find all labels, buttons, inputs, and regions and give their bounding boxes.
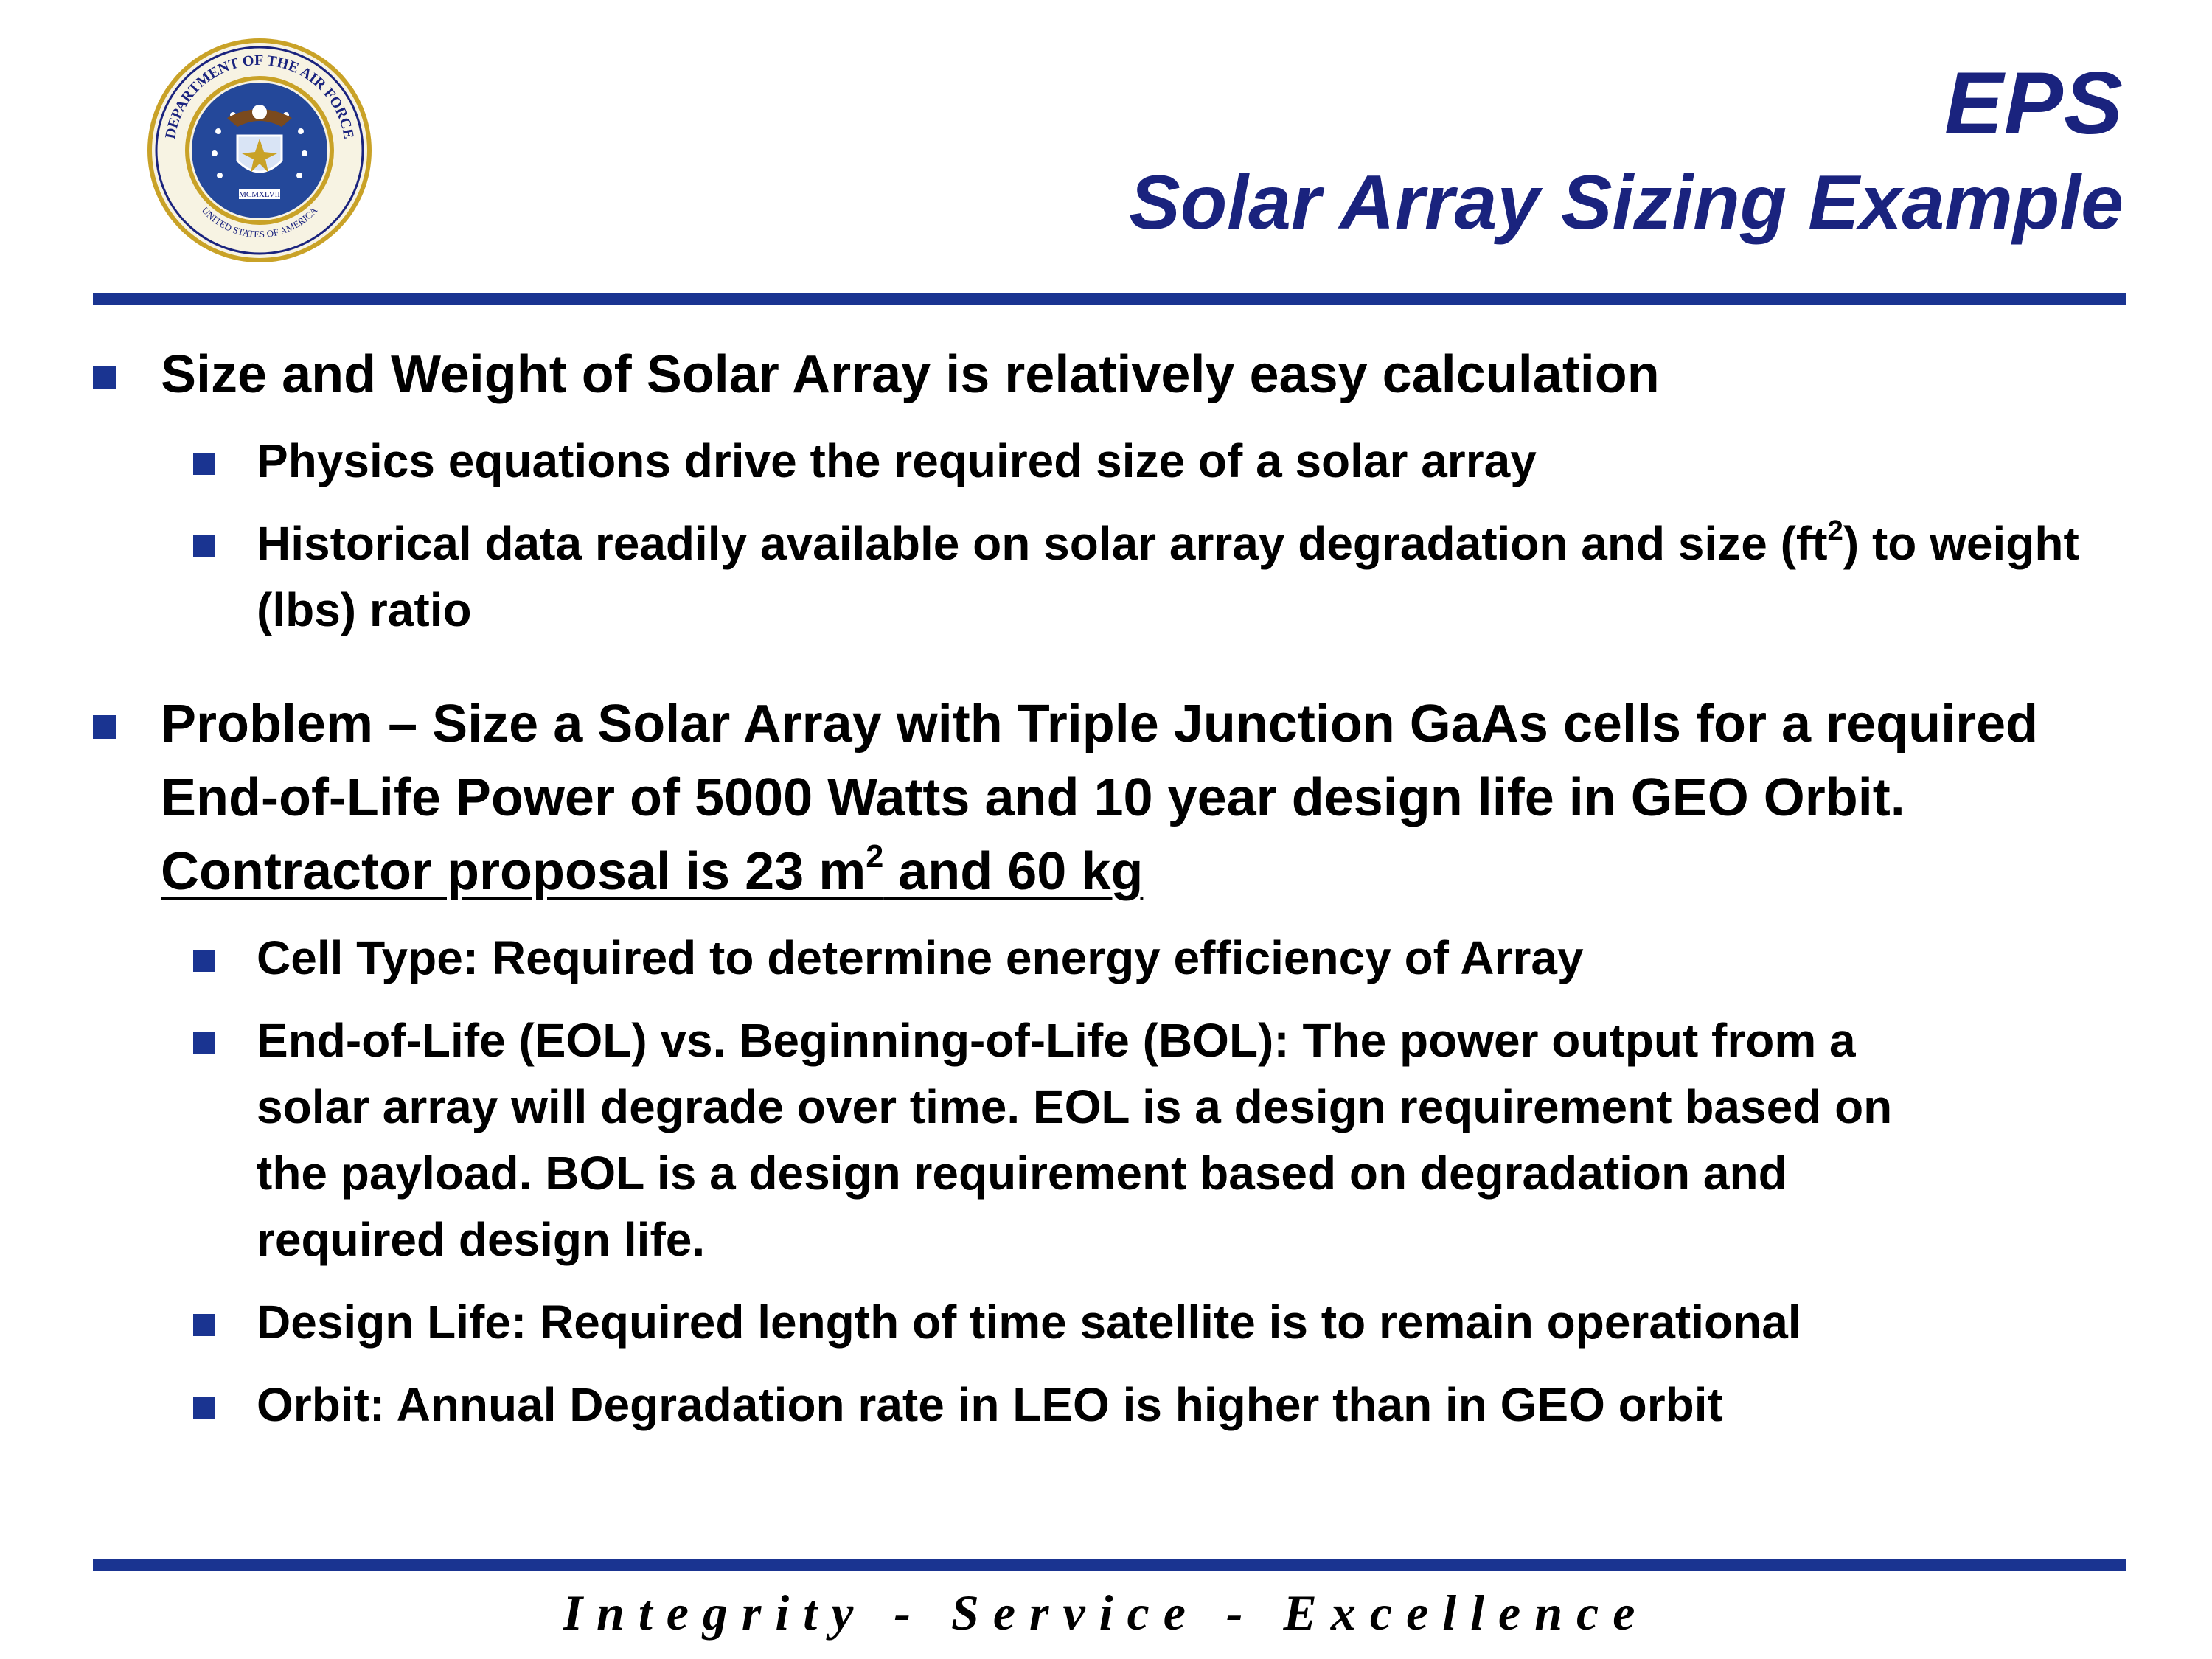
bullet-level2: Historical data readily available on sol… bbox=[93, 510, 2126, 643]
top-divider bbox=[93, 293, 2126, 305]
slide-body: Size and Weight of Solar Array is relati… bbox=[93, 338, 2126, 1438]
bullet-text: End-of-Life (EOL) vs. Beginning-of-Life … bbox=[257, 1014, 1893, 1266]
bullet-text-cont: ) to weight (lbs) ratio bbox=[257, 517, 2079, 636]
contractor-proposal-text: Contractor proposal is 23 m2 and 60 kg bbox=[161, 838, 1144, 901]
superscript: 2 bbox=[866, 838, 884, 874]
bullet-level2: End-of-Life (EOL) vs. Beginning-of-Life … bbox=[93, 1007, 2126, 1273]
bullet-level1: Problem – Size a Solar Array with Triple… bbox=[93, 687, 2126, 908]
bullet-text: Size and Weight of Solar Array is relati… bbox=[161, 345, 1660, 404]
bottom-divider bbox=[93, 1559, 2126, 1571]
bullet-text: Cell Type: Required to determine energy … bbox=[257, 931, 1584, 984]
square-bullet-icon bbox=[193, 535, 215, 557]
square-bullet-icon bbox=[193, 1314, 215, 1336]
bullet-level2: Design Life: Required length of time sat… bbox=[93, 1289, 2126, 1355]
square-bullet-icon bbox=[193, 1397, 215, 1419]
title-block: EPS Solar Array Sizing Example bbox=[1129, 52, 2124, 251]
square-bullet-icon bbox=[193, 950, 215, 972]
bullet-level1: Size and Weight of Solar Array is relati… bbox=[93, 338, 2126, 411]
bullet-text: Physics equations drive the required siz… bbox=[257, 434, 1537, 487]
bullet-level2: Physics equations drive the required siz… bbox=[93, 428, 2126, 494]
superscript: 2 bbox=[1827, 515, 1843, 547]
square-bullet-icon bbox=[93, 366, 116, 389]
bullet-text: Design Life: Required length of time sat… bbox=[257, 1295, 1801, 1349]
square-bullet-icon bbox=[193, 453, 215, 475]
bullet-text: Problem – Size a Solar Array with Triple… bbox=[161, 695, 2039, 827]
bullet-text: Historical data readily available on sol… bbox=[257, 517, 1828, 570]
bullet-level2: Cell Type: Required to determine energy … bbox=[93, 925, 2126, 991]
square-bullet-icon bbox=[93, 715, 116, 739]
footer-motto: Integrity - Service - Excellence bbox=[563, 1585, 1649, 1641]
square-bullet-icon bbox=[193, 1032, 215, 1054]
slide-title: EPS bbox=[1944, 54, 2124, 153]
slide-subtitle: Solar Array Sizing Example bbox=[1129, 160, 2124, 246]
bullet-level2: Orbit: Annual Degradation rate in LEO is… bbox=[93, 1371, 2126, 1438]
bullet-text: Orbit: Annual Degradation rate in LEO is… bbox=[257, 1378, 1723, 1431]
svg-text:MCMXLVII: MCMXLVII bbox=[239, 190, 280, 199]
air-force-seal-logo: DEPARTMENT OF THE AIR FORCE UNITED STATE… bbox=[147, 38, 372, 262]
